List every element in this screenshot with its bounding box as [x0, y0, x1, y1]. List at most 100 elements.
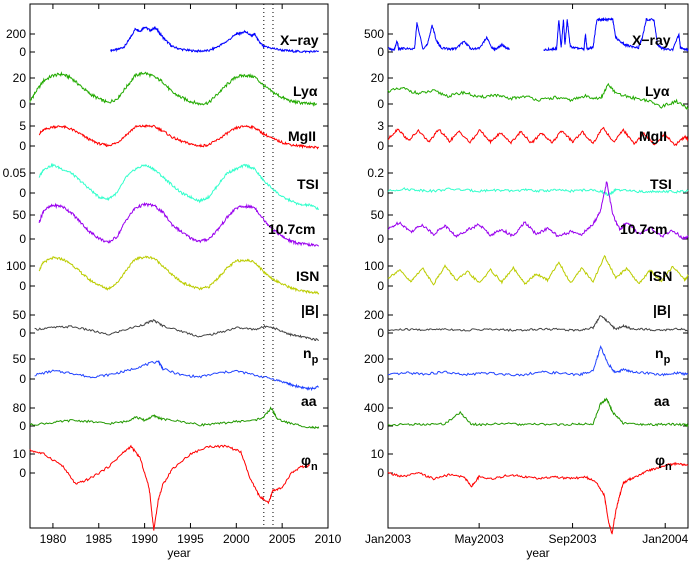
left-series-tsi: 0.05 0 TSI — [3, 162, 328, 211]
left-tsi-line — [38, 162, 320, 211]
left-isn-line — [38, 255, 320, 295]
left-series-aa: 80 0 aa — [13, 393, 328, 433]
right-aa-label: aa — [654, 393, 670, 409]
right-series-lya: 20 0 Lyα — [371, 71, 689, 111]
left-xray-line — [110, 26, 320, 54]
right-xray-line-1 — [543, 16, 689, 52]
right-xray-line-0 — [388, 22, 510, 52]
right-mgii-label: MgII — [639, 128, 667, 144]
left-phin-y-tick-label: 0 — [19, 466, 26, 480]
right-isn-y-tick-label: 100 — [364, 259, 384, 273]
left-x-tick-label: 2010 — [315, 532, 342, 546]
left-x-tick-label: 1985 — [85, 532, 112, 546]
left-np-label: np — [303, 345, 319, 366]
right-f107-label: 10.7cm — [620, 221, 667, 237]
right-x-tick-label: May2003 — [454, 532, 504, 546]
right-isn-label: ISN — [649, 268, 672, 284]
left-lya-y-tick-label: 0 — [19, 97, 26, 111]
left-b-line — [34, 318, 319, 342]
left-xray-y-tick-label: 0 — [19, 45, 26, 59]
right-b-line — [387, 315, 689, 332]
right-panel: Jan2003 May2003 Sep2003 Jan20045000X−ray200… — [364, 4, 689, 546]
right-isn-y-tick-label: 0 — [377, 279, 384, 293]
left-series-np: 50 0 np — [13, 345, 328, 392]
right-tsi-y-tick-label: 0.2 — [367, 166, 384, 180]
left-x-tick-label: 1995 — [177, 532, 204, 546]
right-np-line — [387, 345, 689, 377]
left-lya-y-tick-label: 20 — [13, 71, 27, 85]
right-series-aa: 400 0 aa — [364, 393, 689, 433]
right-lya-label: Lyα — [645, 83, 670, 99]
right-phin-y-tick-label: 10 — [371, 447, 385, 461]
right-series-isn: 100 0 ISN — [364, 254, 689, 293]
right-mgii-line — [387, 126, 689, 147]
right-phin-label-sub: n — [665, 461, 672, 473]
left-xray-label: X−ray — [280, 32, 319, 48]
right-tsi-line — [387, 187, 689, 196]
left-b-y-tick-label: 0 — [19, 326, 26, 340]
left-x-tick-label: 1990 — [131, 532, 158, 546]
right-isn-line — [387, 254, 689, 286]
left-series-phin: 10 0 φn — [13, 444, 328, 531]
right-np-label-sub: p — [664, 354, 671, 366]
right-b-y-tick-label: 200 — [364, 308, 384, 322]
right-np-label: np — [655, 345, 671, 366]
left-phin-line — [29, 444, 311, 531]
right-b-label: |B| — [653, 302, 671, 318]
right-f107-line — [387, 181, 689, 240]
right-series-tsi: 0.2 0 TSI — [367, 166, 689, 200]
right-x-tick-label: Jan2003 — [365, 532, 411, 546]
right-lya-line — [387, 82, 689, 110]
right-b-y-tick-label: 0 — [377, 326, 384, 340]
left-phin-label-sub: n — [311, 461, 318, 473]
left-series-f107: 50 0 10.7cm — [13, 201, 328, 247]
right-tsi-y-tick-label: 0 — [377, 186, 384, 200]
left-f107-line — [38, 201, 320, 247]
left-series-xray: 200 0 X−ray — [6, 26, 328, 59]
left-np-y-tick-label: 0 — [19, 372, 26, 386]
right-phin-y-tick-label: 0 — [377, 466, 384, 480]
right-series-np: 200 0 np — [364, 345, 689, 386]
left-f107-y-tick-label: 0 — [19, 232, 26, 246]
left-mgii-y-tick-label: 5 — [19, 119, 26, 133]
right-xray-y-tick-label: 0 — [377, 45, 384, 59]
left-np-y-tick-label: 50 — [13, 352, 27, 366]
right-phin-label: φn — [655, 452, 672, 473]
left-b-label: |B| — [301, 302, 319, 318]
right-series-xray: 500 0 X−ray — [364, 16, 689, 59]
left-xray-y-tick-label: 200 — [6, 27, 26, 41]
right-aa-line — [387, 397, 689, 428]
left-series-isn: 100 0 ISN — [6, 255, 328, 295]
left-mgii-label: MgII — [288, 128, 316, 144]
right-panel-frame — [387, 3, 689, 529]
right-mgii-y-tick-label: 3 — [377, 119, 384, 133]
left-isn-y-tick-label: 0 — [19, 279, 26, 293]
right-series-b: 200 0 |B| — [364, 302, 689, 340]
right-series-f107: 50 0 10.7cm — [371, 181, 689, 246]
right-aa-y-tick-label: 400 — [364, 401, 384, 415]
right-xray-y-tick-label: 500 — [364, 27, 384, 41]
left-aa-y-tick-label: 80 — [13, 401, 27, 415]
left-np-label-sub: p — [312, 354, 319, 366]
right-series-phin: 10 0 φn — [371, 447, 689, 535]
left-tsi-label: TSI — [297, 176, 319, 192]
left-np-line — [34, 360, 319, 392]
right-lya-y-tick-label: 20 — [371, 71, 385, 85]
right-xray-label: X−ray — [632, 32, 671, 48]
left-aa-line — [29, 406, 320, 430]
right-aa-y-tick-label: 0 — [377, 419, 384, 433]
left-x-tick-label: 1980 — [40, 532, 67, 546]
right-phin-line — [387, 461, 689, 535]
right-f107-y-tick-label: 0 — [377, 232, 384, 246]
left-panel-frame — [29, 3, 329, 529]
left-tsi-y-tick-label: 0.05 — [3, 166, 27, 180]
right-lya-y-tick-label: 0 — [377, 97, 384, 111]
left-x-axis-label: year — [167, 546, 190, 560]
left-f107-label: 10.7cm — [268, 221, 315, 237]
left-series-lya: 20 0 Lyα — [13, 71, 328, 111]
left-b-y-tick-label: 50 — [13, 308, 27, 322]
right-series-mgii: 3 0 MgII — [377, 119, 689, 153]
left-phin-label: φn — [301, 452, 318, 473]
left-series-mgii: 5 0 MgII — [19, 119, 328, 153]
